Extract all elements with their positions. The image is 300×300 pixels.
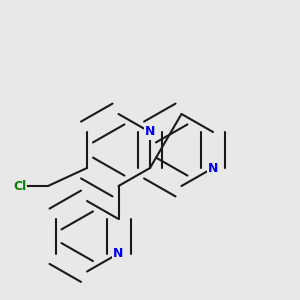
Text: N: N xyxy=(113,247,124,260)
Text: Cl: Cl xyxy=(13,179,26,193)
Text: N: N xyxy=(145,125,155,139)
Text: N: N xyxy=(208,161,218,175)
